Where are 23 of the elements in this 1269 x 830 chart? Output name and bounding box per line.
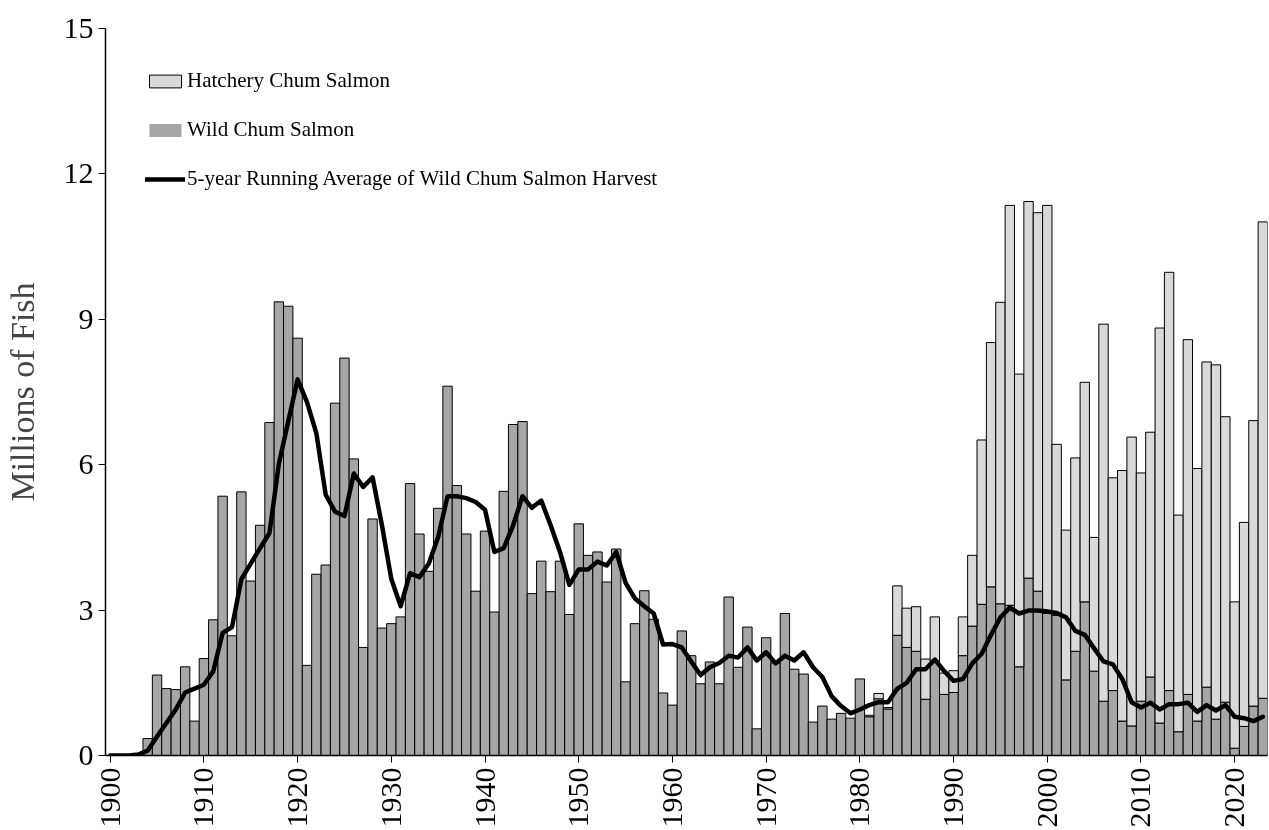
y-tick-label: 6: [78, 447, 94, 481]
x-tick-label: 1990: [936, 767, 970, 828]
y-axis-title: Millions of Fish: [3, 282, 41, 502]
x-tick-label: 1940: [467, 767, 501, 828]
x-tick-label: 1970: [748, 767, 782, 828]
x-tick-label: 1910: [186, 767, 220, 828]
y-tick-label: 3: [78, 592, 94, 626]
x-tick-label: 1980: [842, 767, 876, 828]
x-tick-label: 1900: [92, 767, 126, 828]
y-tick-label: 9: [78, 301, 94, 335]
y-tick-label: 15: [63, 11, 94, 44]
legend-label: Hatchery Chum Salmon: [187, 68, 390, 93]
legend-label: Wild Chum Salmon: [187, 117, 355, 142]
x-tick-label: 1920: [280, 767, 314, 828]
y-tick-label: 0: [78, 738, 94, 771]
x-tick-label: 1960: [654, 767, 688, 828]
legend-label: 5-year Running Average of Wild Chum Salmon Harvest: [187, 166, 658, 191]
x-tick-label: 2000: [1029, 767, 1063, 828]
x-tick-label: 2020: [1217, 767, 1251, 828]
x-tick-label: 2010: [1123, 767, 1157, 828]
x-tick-label: 1950: [561, 767, 595, 828]
x-tick-label: 1930: [373, 767, 407, 828]
y-tick-label: 12: [63, 156, 94, 190]
